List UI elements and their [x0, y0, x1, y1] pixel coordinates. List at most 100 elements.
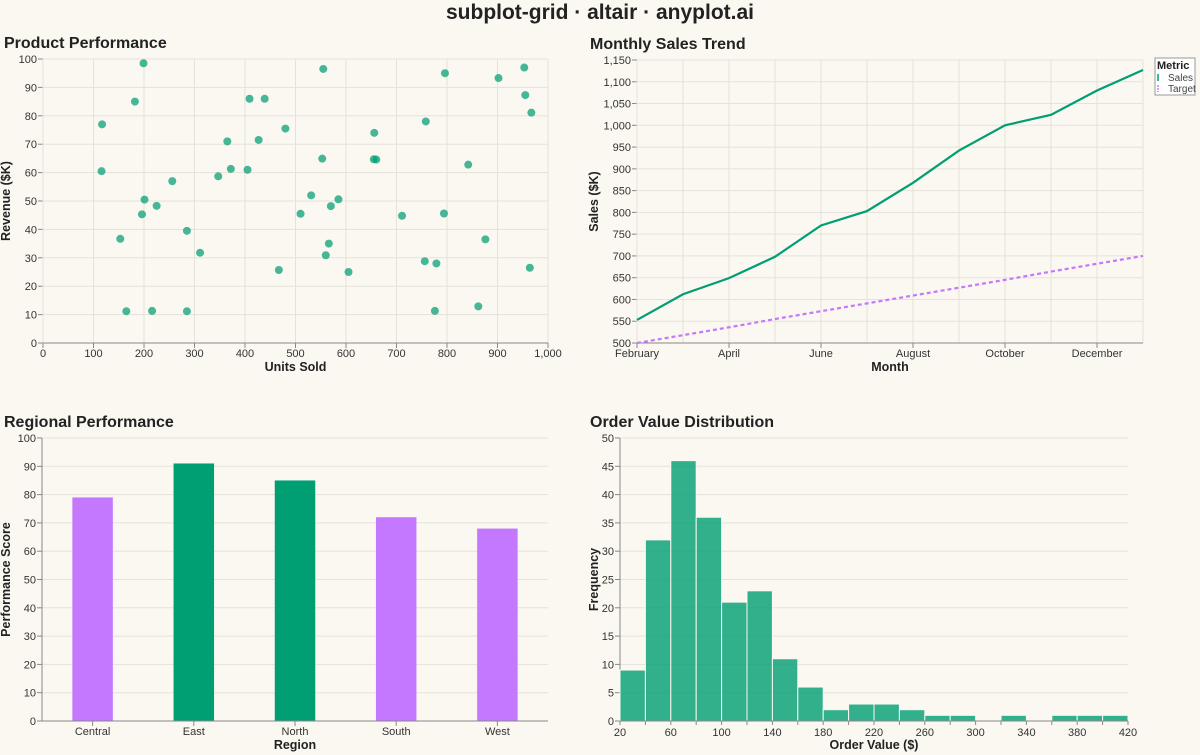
y-tick-label: 20 — [25, 281, 37, 293]
y-tick-label: 0 — [608, 716, 614, 728]
y-tick-label: 90 — [25, 82, 37, 94]
bar-central — [72, 497, 113, 721]
y-tick-label: 550 — [613, 316, 631, 328]
y-tick-label: 20 — [24, 659, 36, 671]
x-tick-label: 100 — [84, 348, 102, 360]
scatter-point — [254, 135, 263, 144]
y-tick-label: 50 — [602, 433, 614, 445]
scatter-point — [260, 94, 269, 103]
line-y-axis-title: Sales ($K) — [587, 171, 601, 231]
histogram-bar — [873, 703, 900, 722]
x-tick-label: 260 — [916, 727, 934, 739]
scatter-point — [97, 167, 106, 176]
y-tick-label: 80 — [25, 111, 37, 123]
y-tick-label: 25 — [602, 575, 614, 587]
y-tick-label: 750 — [613, 229, 631, 241]
x-tick-label: April — [718, 348, 740, 360]
bar-title: Regional Performance — [4, 414, 174, 431]
scatter-point — [334, 195, 343, 204]
series-line-sales — [636, 69, 1144, 321]
scatter-point — [226, 164, 235, 173]
scatter-point — [525, 263, 534, 272]
y-tick-label: 20 — [602, 603, 614, 615]
y-tick-label: 35 — [602, 518, 614, 530]
histogram-bar — [721, 601, 748, 722]
scatter-point — [474, 302, 483, 311]
scatter-point — [130, 97, 139, 106]
scatter-point — [494, 74, 503, 83]
x-tick-label: 900 — [488, 348, 506, 360]
scatter-point — [116, 234, 125, 243]
bar-x-axis: Central East North South West — [75, 721, 510, 738]
x-tick-label: Central — [75, 726, 110, 738]
y-tick-label: 0 — [31, 338, 37, 350]
x-tick-label: 140 — [763, 727, 781, 739]
hist-x-axis: 20 60 100 140 180 220 260 300 340 380 420 — [614, 721, 1137, 739]
scatter-point — [440, 69, 449, 78]
bar-east — [173, 463, 215, 721]
x-tick-label: 600 — [337, 348, 355, 360]
bar-south — [375, 517, 417, 721]
y-tick-label: 90 — [24, 461, 36, 473]
histogram-bar — [1000, 714, 1027, 722]
scatter-point — [152, 201, 161, 210]
scatter-x-axis: 0 100 200 300 400 500 600 700 800 900 1,000 — [40, 59, 562, 360]
hist-bars — [619, 460, 1129, 722]
x-tick-label: December — [1072, 348, 1123, 360]
x-tick-label: June — [809, 348, 833, 360]
line-x-axis: February April June August October December — [615, 60, 1144, 360]
x-tick-label: 800 — [438, 348, 456, 360]
histogram-bar — [644, 539, 672, 722]
y-tick-label: 50 — [25, 196, 37, 208]
scatter-point — [182, 226, 191, 235]
y-tick-label: 850 — [613, 186, 631, 198]
x-tick-label: February — [615, 348, 660, 360]
y-tick-label: 0 — [30, 716, 36, 728]
y-tick-label: 30 — [602, 546, 614, 558]
y-tick-label: 1,150 — [603, 55, 631, 67]
scatter-point — [168, 177, 177, 186]
scatter-point — [324, 239, 333, 248]
hist-y-axis-title: Frequency — [587, 548, 601, 611]
y-tick-label: 80 — [24, 490, 36, 502]
histogram-bar — [797, 686, 824, 722]
x-tick-label: 500 — [286, 348, 304, 360]
y-tick-label: 1,050 — [603, 99, 631, 111]
y-tick-label: 40 — [25, 224, 37, 236]
x-tick-label: 220 — [865, 727, 883, 739]
scatter-point — [318, 154, 327, 163]
y-tick-label: 100 — [18, 433, 36, 445]
scatter-point — [421, 117, 430, 126]
scatter-x-axis-title: Units Sold — [265, 360, 327, 374]
y-tick-label: 30 — [24, 631, 36, 643]
scatter-point — [182, 307, 191, 316]
x-tick-label: 180 — [814, 727, 832, 739]
x-tick-label: 340 — [1017, 727, 1035, 739]
y-tick-label: 600 — [613, 294, 631, 306]
x-tick-label: 300 — [966, 727, 984, 739]
scatter-point — [398, 211, 407, 220]
x-tick-label: October — [985, 348, 1024, 360]
y-tick-label: 40 — [602, 490, 614, 502]
x-tick-label: 100 — [712, 727, 730, 739]
x-tick-label: East — [183, 726, 205, 738]
x-tick-label: 20 — [614, 727, 626, 739]
x-tick-label: 420 — [1119, 727, 1137, 739]
scatter-point — [527, 108, 536, 117]
x-tick-label: 0 — [40, 348, 46, 360]
x-tick-label: 200 — [135, 348, 153, 360]
legend-box — [1154, 57, 1196, 96]
scatter-point — [464, 160, 473, 169]
y-tick-label: 70 — [24, 518, 36, 530]
legend-label: Target — [1168, 84, 1196, 95]
y-tick-label: 950 — [613, 142, 631, 154]
histogram-bar — [746, 590, 773, 722]
scatter-y-axis-title: Revenue ($K) — [0, 161, 13, 241]
figure-title: subplot-grid · altair · anyplot.ai — [445, 1, 754, 24]
x-tick-label: 1,000 — [534, 348, 562, 360]
y-tick-label: 45 — [602, 461, 614, 473]
y-tick-label: 15 — [602, 631, 614, 643]
y-tick-label: 1,000 — [603, 120, 631, 132]
